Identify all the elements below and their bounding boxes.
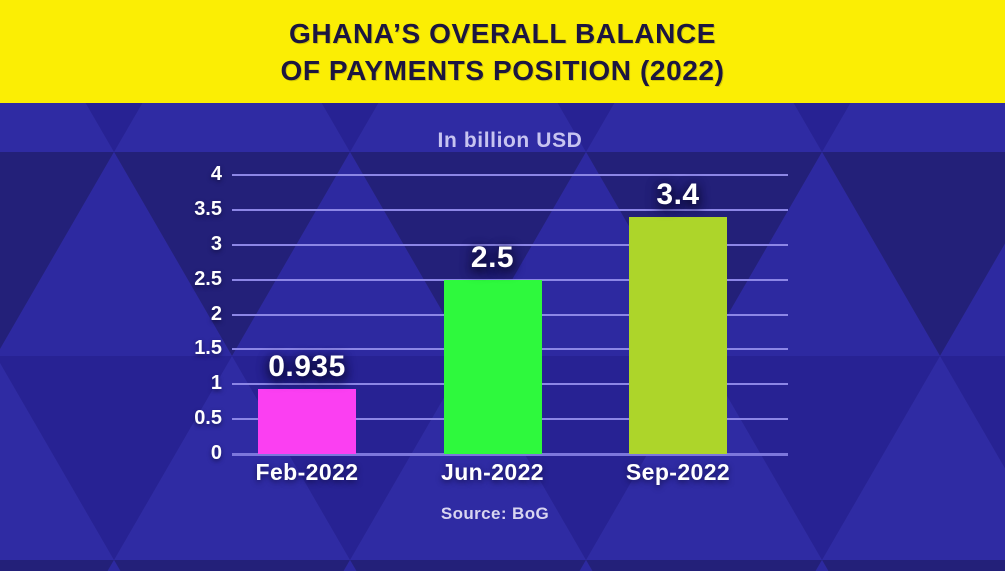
y-tick-label: 0.5 xyxy=(194,407,222,430)
x-axis-label: Jun-2022 xyxy=(441,459,544,485)
title-banner: GHANA’S OVERALL BALANCE OF PAYMENTS POSI… xyxy=(0,0,1005,103)
bar-value-label: 3.4 xyxy=(656,177,700,211)
gridline xyxy=(232,243,788,246)
bar-feb-2022 xyxy=(258,388,356,454)
x-axis-label: Sep-2022 xyxy=(625,459,731,485)
bar-value-label: 0.935 xyxy=(268,349,346,383)
y-tick-label: 0 xyxy=(210,442,222,464)
gridline xyxy=(232,208,788,211)
y-tick-label: 3 xyxy=(210,232,222,255)
title-line-2: OF PAYMENTS POSITION (2022) xyxy=(280,54,725,86)
bar-value-label: 2.5 xyxy=(470,240,515,274)
x-axis-label: Feb-2022 xyxy=(255,459,359,485)
x-axis-line xyxy=(232,453,788,456)
y-tick-label: 3.5 xyxy=(194,197,222,220)
gridline xyxy=(232,174,788,176)
y-tick-label: 2.5 xyxy=(194,267,222,290)
bar-jun-2022 xyxy=(443,279,542,454)
title-line-1: GHANA’S OVERALL BALANCE xyxy=(288,17,717,49)
y-tick-label: 1 xyxy=(210,372,222,395)
y-tick-label: 1.5 xyxy=(194,337,222,360)
source-caption: Source: BoG xyxy=(440,504,550,523)
y-tick-label: 2 xyxy=(210,302,222,325)
bar-sep-2022 xyxy=(629,216,727,454)
y-tick-label: 4 xyxy=(210,163,222,185)
chart-subtitle: In billion USD xyxy=(437,129,583,152)
